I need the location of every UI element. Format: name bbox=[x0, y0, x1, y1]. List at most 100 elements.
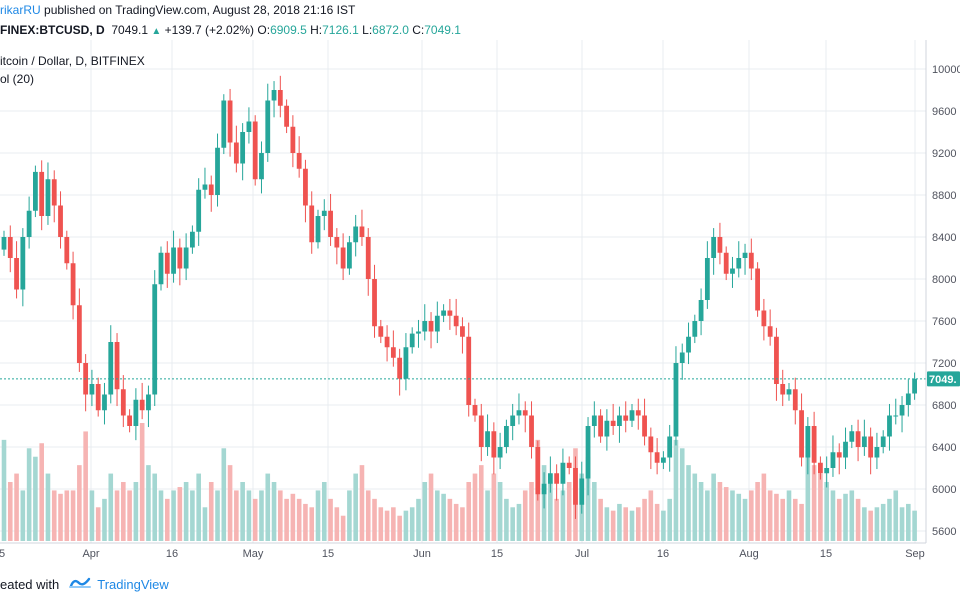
candle-body[interactable] bbox=[334, 237, 340, 248]
candle-body[interactable] bbox=[76, 305, 82, 363]
candle-body[interactable] bbox=[478, 415, 484, 448]
candle-body[interactable] bbox=[409, 333, 415, 348]
candle-body[interactable] bbox=[378, 326, 384, 337]
candle-body[interactable] bbox=[45, 179, 51, 216]
candle-body[interactable] bbox=[51, 179, 57, 206]
candle-body[interactable] bbox=[164, 252, 170, 274]
candle-body[interactable] bbox=[309, 205, 315, 243]
candle-body[interactable] bbox=[629, 410, 635, 421]
candle-body[interactable] bbox=[114, 342, 120, 390]
tradingview-logo-icon[interactable] bbox=[69, 574, 92, 596]
candle-body[interactable] bbox=[535, 447, 541, 495]
candle-body[interactable] bbox=[604, 420, 610, 437]
candle-body[interactable] bbox=[64, 237, 70, 264]
candle-body[interactable] bbox=[252, 121, 258, 180]
candle-body[interactable] bbox=[127, 415, 132, 427]
candle-body[interactable] bbox=[26, 210, 32, 237]
candle-body[interactable] bbox=[428, 321, 434, 332]
candle-body[interactable] bbox=[1, 237, 7, 250]
candle-body[interactable] bbox=[736, 258, 742, 269]
candle-body[interactable] bbox=[227, 100, 233, 143]
candle-body[interactable] bbox=[541, 483, 547, 495]
candle-body[interactable] bbox=[742, 252, 748, 258]
candle-body[interactable] bbox=[667, 436, 673, 458]
candle-body[interactable] bbox=[485, 431, 490, 447]
candle-body[interactable] bbox=[573, 468, 578, 505]
candle-body[interactable] bbox=[824, 468, 830, 474]
candle-body[interactable] bbox=[642, 415, 647, 437]
candle-body[interactable] bbox=[14, 258, 19, 290]
candle-body[interactable] bbox=[453, 315, 459, 327]
candle-body[interactable] bbox=[321, 210, 327, 216]
candle-body[interactable] bbox=[108, 342, 114, 395]
candle-body[interactable] bbox=[748, 252, 754, 269]
candle-body[interactable] bbox=[717, 237, 723, 253]
candle-body[interactable] bbox=[799, 410, 804, 458]
candle-body[interactable] bbox=[7, 237, 13, 258]
candle-body[interactable] bbox=[416, 331, 421, 334]
candle-body[interactable] bbox=[836, 452, 842, 458]
candle-body[interactable] bbox=[849, 431, 855, 442]
candle-body[interactable] bbox=[390, 347, 396, 358]
candle-body[interactable] bbox=[905, 393, 911, 405]
candle-body[interactable] bbox=[177, 247, 183, 269]
candle-body[interactable] bbox=[874, 447, 880, 458]
candle-body[interactable] bbox=[547, 473, 553, 484]
volume-title[interactable]: ol (20) bbox=[0, 72, 35, 86]
candle-body[interactable] bbox=[598, 415, 603, 437]
candle-body[interactable] bbox=[434, 315, 440, 332]
candle-body[interactable] bbox=[617, 415, 622, 427]
candle-body[interactable] bbox=[353, 226, 359, 243]
candle-body[interactable] bbox=[843, 441, 848, 458]
candle-body[interactable] bbox=[554, 473, 560, 484]
candle-body[interactable] bbox=[560, 462, 566, 484]
candle-body[interactable] bbox=[290, 126, 296, 153]
candle-body[interactable] bbox=[296, 153, 302, 169]
candle-body[interactable] bbox=[830, 452, 836, 468]
candle-body[interactable] bbox=[277, 90, 283, 106]
candle-body[interactable] bbox=[359, 226, 365, 238]
candle-body[interactable] bbox=[579, 478, 585, 505]
candle-body[interactable] bbox=[623, 415, 629, 421]
candle-body[interactable] bbox=[215, 147, 220, 195]
series-title[interactable]: itcoin / Dollar, D, BITFINEX bbox=[0, 54, 145, 68]
candle-body[interactable] bbox=[466, 336, 472, 405]
candle-body[interactable] bbox=[912, 378, 917, 394]
candle-body[interactable] bbox=[868, 436, 874, 458]
candle-body[interactable] bbox=[347, 242, 352, 269]
candle-body[interactable] bbox=[95, 384, 101, 411]
candle-body[interactable] bbox=[673, 363, 679, 437]
candle-body[interactable] bbox=[102, 394, 107, 411]
candle-body[interactable] bbox=[384, 336, 390, 348]
candle-body[interactable] bbox=[202, 184, 208, 190]
candle-body[interactable] bbox=[460, 326, 465, 337]
candle-body[interactable] bbox=[183, 247, 189, 269]
candle-body[interactable] bbox=[893, 415, 899, 417]
candle-body[interactable] bbox=[529, 415, 534, 448]
candle-body[interactable] bbox=[504, 426, 509, 447]
candle-body[interactable] bbox=[635, 410, 641, 416]
candle-body[interactable] bbox=[271, 90, 277, 101]
candle-body[interactable] bbox=[315, 216, 321, 243]
candle-body[interactable] bbox=[152, 284, 158, 395]
candle-body[interactable] bbox=[591, 415, 597, 427]
candle-body[interactable] bbox=[792, 389, 798, 411]
candle-body[interactable] bbox=[767, 326, 773, 337]
candle-body[interactable] bbox=[146, 394, 151, 411]
candle-body[interactable] bbox=[171, 247, 176, 274]
candle-body[interactable] bbox=[265, 100, 271, 154]
candle-body[interactable] bbox=[786, 389, 792, 395]
candle-body[interactable] bbox=[566, 462, 572, 468]
candle-body[interactable] bbox=[774, 336, 779, 384]
candle-body[interactable] bbox=[610, 420, 616, 426]
candle-body[interactable] bbox=[704, 258, 710, 300]
candle-body[interactable] bbox=[70, 263, 76, 306]
candle-body[interactable] bbox=[723, 252, 729, 274]
candle-body[interactable] bbox=[259, 153, 264, 180]
candle-body[interactable] bbox=[818, 462, 823, 474]
candle-body[interactable] bbox=[39, 171, 45, 216]
candle-body[interactable] bbox=[133, 399, 139, 426]
candle-body[interactable] bbox=[585, 426, 591, 479]
candle-body[interactable] bbox=[654, 452, 660, 463]
